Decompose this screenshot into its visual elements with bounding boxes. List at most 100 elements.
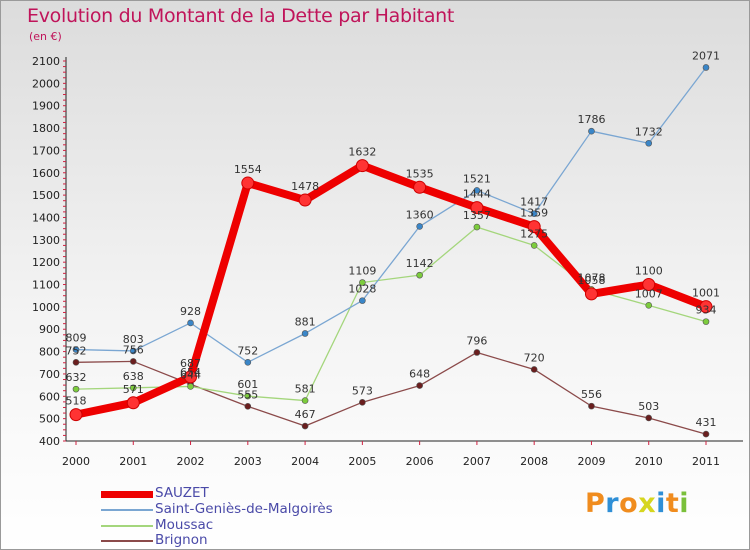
y-tick-label: 1300 bbox=[32, 234, 60, 247]
data-point-s3-4 bbox=[301, 422, 309, 430]
data-label-s0-10: 1100 bbox=[635, 265, 663, 278]
data-point-s3-6 bbox=[416, 382, 423, 389]
data-label-s1-5: 1028 bbox=[348, 283, 376, 296]
logo-letter: r bbox=[605, 488, 620, 519]
y-tick-label: 800 bbox=[39, 346, 60, 359]
data-point-s0-6 bbox=[413, 180, 427, 194]
x-tick-label: 2007 bbox=[463, 455, 491, 468]
series-line-2 bbox=[75, 226, 707, 402]
y-tick-label: 2000 bbox=[32, 77, 60, 90]
y-tick-label: 1500 bbox=[32, 189, 60, 202]
data-point-s2-6 bbox=[416, 271, 423, 279]
legend-swatch-sauzet bbox=[101, 491, 153, 498]
data-label-s2-2: 644 bbox=[180, 368, 201, 381]
data-label-s3-1: 756 bbox=[123, 343, 144, 356]
x-tick-label: 2005 bbox=[348, 455, 376, 468]
x-tick-label: 2000 bbox=[62, 455, 90, 468]
data-point-s1-0 bbox=[72, 346, 80, 353]
y-tick-label: 1100 bbox=[32, 279, 60, 292]
x-tick-label: 2001 bbox=[119, 455, 147, 468]
data-point-s1-9 bbox=[588, 127, 595, 135]
y-tick-label: 1400 bbox=[32, 211, 60, 224]
data-point-s1-8 bbox=[530, 210, 538, 217]
legend-swatch-moussac bbox=[101, 525, 153, 527]
data-point-s2-11 bbox=[702, 318, 710, 325]
data-point-s0-8 bbox=[527, 220, 541, 234]
data-label-s1-6: 1360 bbox=[406, 208, 434, 221]
data-point-s3-0 bbox=[72, 359, 80, 366]
x-tick-label: 2010 bbox=[635, 455, 663, 468]
data-label-s1-1: 803 bbox=[123, 333, 144, 346]
data-point-s0-11 bbox=[699, 300, 713, 314]
y-tick-label: 900 bbox=[39, 323, 60, 336]
data-label-s1-7: 1521 bbox=[463, 172, 491, 185]
data-label-s1-0: 809 bbox=[66, 332, 87, 345]
data-point-s0-2 bbox=[184, 370, 198, 384]
data-label-s2-1: 638 bbox=[123, 370, 144, 383]
data-point-s2-4 bbox=[301, 397, 309, 404]
data-label-s0-3: 1554 bbox=[234, 163, 262, 176]
data-point-s2-3 bbox=[244, 392, 252, 400]
y-tick-label: 1900 bbox=[32, 100, 60, 113]
y-tick-label: 1200 bbox=[32, 256, 60, 269]
data-point-s1-3 bbox=[244, 359, 252, 366]
x-tick-label: 2006 bbox=[406, 455, 434, 468]
legend-swatch-saint-genies bbox=[101, 509, 153, 511]
data-label-s2-3: 601 bbox=[237, 378, 258, 391]
data-point-s2-10 bbox=[645, 302, 653, 309]
data-label-s3-10: 503 bbox=[638, 400, 659, 413]
legend-label-moussac: Moussac bbox=[155, 517, 214, 533]
data-point-s2-0 bbox=[72, 385, 80, 393]
data-point-s1-1 bbox=[129, 347, 137, 355]
axes: 400 500 600 700 800 900 1000 1100 1200 1300 1400 15… bbox=[32, 55, 743, 468]
data-point-s3-5 bbox=[359, 399, 366, 406]
chart-title: Evolution du Montant de la Dette par Hab… bbox=[27, 5, 455, 27]
chart-subtitle: (en €) bbox=[29, 30, 62, 43]
data-point-s3-8 bbox=[530, 366, 538, 373]
data-label-s2-9: 1078 bbox=[577, 271, 605, 284]
y-tick-label: 700 bbox=[39, 368, 60, 381]
data-point-s0-10 bbox=[642, 278, 656, 292]
data-point-s0-5 bbox=[355, 159, 369, 173]
data-label-s2-0: 632 bbox=[66, 371, 87, 384]
data-label-s3-2: 654 bbox=[180, 366, 201, 379]
y-tick-label: 400 bbox=[39, 435, 60, 448]
proxiti-logo: Proxiti bbox=[585, 488, 689, 519]
data-label-s0-0: 518 bbox=[66, 395, 87, 408]
data-point-s1-6 bbox=[416, 223, 423, 230]
data-point-s1-2 bbox=[187, 319, 194, 327]
data-point-s2-1 bbox=[129, 384, 137, 392]
data-label-s3-4: 467 bbox=[295, 408, 316, 421]
data-labels: 518 571 687 1554 1478 1632 1535 1444 1359 1058 110… bbox=[66, 49, 721, 429]
data-label-s0-11: 1001 bbox=[692, 287, 720, 300]
data-label-s3-9: 556 bbox=[581, 388, 602, 401]
data-label-s0-7: 1444 bbox=[463, 188, 491, 201]
data-point-s2-7 bbox=[473, 223, 481, 231]
data-point-s3-7 bbox=[473, 349, 481, 356]
data-point-s3-9 bbox=[588, 402, 595, 410]
legend-label-sauzet: SAUZET bbox=[155, 485, 209, 501]
x-tick-label: 2002 bbox=[177, 455, 205, 468]
data-point-s0-9 bbox=[584, 287, 598, 301]
y-tick-label: 1700 bbox=[32, 144, 60, 157]
legend-label-saint-genies: Saint-Geniès-de-Malgoirès bbox=[155, 501, 333, 517]
data-label-s0-5: 1632 bbox=[348, 146, 376, 159]
y-tick-label: 1600 bbox=[32, 167, 60, 180]
data-point-s0-1 bbox=[126, 396, 140, 410]
data-label-s1-2: 928 bbox=[180, 305, 201, 318]
data-label-s2-11: 934 bbox=[696, 304, 717, 317]
data-label-s0-1: 571 bbox=[123, 383, 144, 396]
logo-letter: x bbox=[638, 488, 657, 519]
legend-label-brignon: Brignon bbox=[155, 532, 208, 548]
logo-letter: i bbox=[656, 488, 666, 519]
logo-letter: o bbox=[619, 488, 639, 519]
data-label-s3-7: 796 bbox=[466, 334, 487, 347]
data-label-s2-7: 1357 bbox=[463, 209, 491, 222]
series-line-1 bbox=[75, 66, 707, 363]
data-point-s1-11 bbox=[702, 64, 710, 71]
data-point-s1-4 bbox=[301, 330, 309, 337]
data-point-s0-3 bbox=[241, 176, 255, 190]
series-line-0 bbox=[72, 161, 710, 419]
data-label-s1-9: 1786 bbox=[577, 113, 605, 126]
data-label-s2-6: 1142 bbox=[406, 257, 434, 270]
